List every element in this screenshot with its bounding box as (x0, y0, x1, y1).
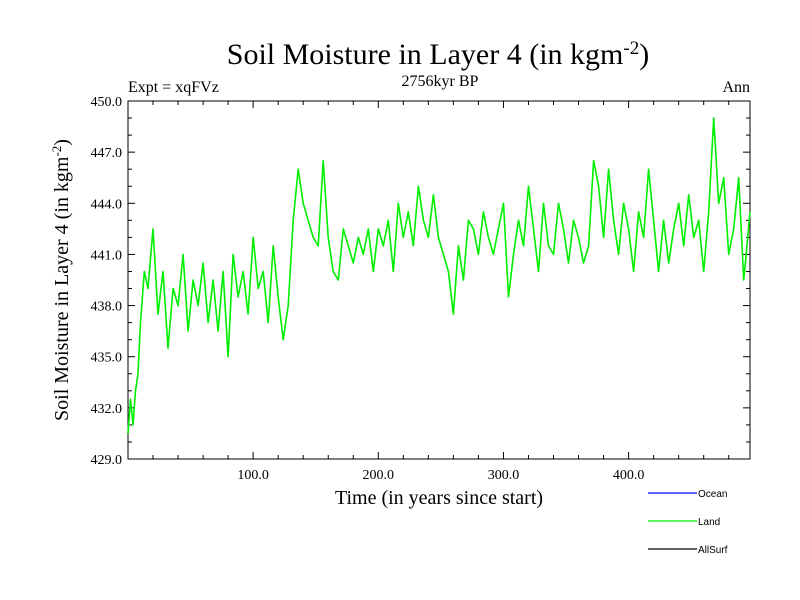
season-label: Ann (722, 79, 750, 96)
legend: Ocean Land AllSurf (648, 489, 728, 556)
y-tick-label: 441.0 (91, 248, 123, 263)
chart-title: Soil Moisture in Layer 4 (in kgm-2) (227, 38, 649, 72)
y-axis: 429.0 432.0 435.0 438.0 441.0 444.0 447.0 450.0 (91, 95, 750, 468)
y-tick-label: 438.0 (91, 300, 123, 315)
y-axis-label: Soil Moisture in Layer 4 (in kgm-2) (49, 139, 74, 421)
plot-frame (127, 100, 751, 460)
series-line-land (127, 117, 751, 434)
chart-subtitle: 2756kyr BP (402, 73, 479, 90)
legend-label-ocean: Ocean (698, 489, 727, 500)
x-axis-label: Time (in years since start) (335, 487, 543, 509)
legend-label-allsurf: AllSurf (698, 545, 728, 556)
x-tick-label: 200.0 (363, 468, 395, 483)
legend-label-land: Land (698, 517, 720, 528)
experiment-label: Expt = xqFVz (128, 79, 219, 96)
y-tick-label: 447.0 (91, 146, 123, 161)
y-tick-label: 429.0 (91, 453, 123, 468)
x-tick-label: 400.0 (613, 468, 645, 483)
x-tick-label: 300.0 (488, 468, 520, 483)
x-axis: 100.0 200.0 300.0 400.0 (152, 101, 730, 483)
y-tick-label: 435.0 (91, 351, 123, 366)
y-tick-label: 444.0 (91, 197, 123, 212)
y-tick-label: 432.0 (91, 402, 123, 417)
y-tick-label: 450.0 (91, 95, 123, 110)
series-layer (127, 117, 751, 434)
x-tick-label: 100.0 (237, 468, 269, 483)
